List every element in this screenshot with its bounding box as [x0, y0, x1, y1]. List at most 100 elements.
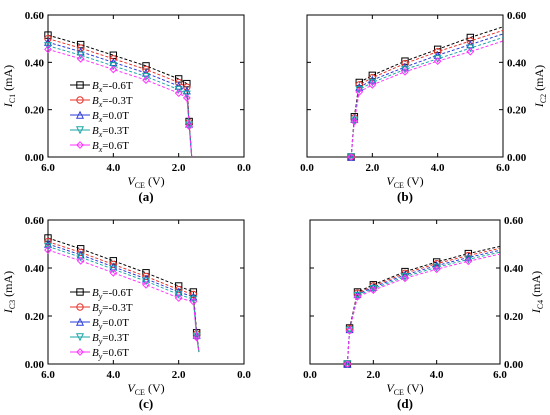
data-point: [189, 295, 198, 304]
series-0: [347, 26, 504, 161]
data-point: [76, 253, 85, 262]
y-tick-label: 0.60: [507, 10, 527, 22]
data-point: [142, 272, 150, 281]
series-line: [47, 45, 193, 158]
series-3: [343, 251, 501, 369]
legend-entry: By=0.3T: [92, 332, 129, 346]
y-axis-label: IC1 (mA): [1, 65, 17, 108]
y-tick-label: 0.00: [25, 359, 45, 371]
y-tick-label: 0.40: [504, 263, 524, 275]
data-point: [369, 286, 378, 294]
data-point: [76, 54, 85, 63]
data-point: [43, 242, 53, 251]
series-line: [47, 249, 200, 353]
legend-swatch-marker: [75, 126, 85, 135]
y-tick-label: 0.00: [504, 359, 524, 371]
data-point: [109, 265, 118, 274]
legend-swatch-marker: [76, 141, 84, 149]
x-axis-label: VCE (V): [386, 381, 423, 397]
data-point: [432, 265, 441, 274]
data-point: [433, 57, 442, 66]
data-point: [345, 326, 354, 335]
legend-swatch-marker: [76, 96, 84, 104]
series-4: [343, 253, 501, 368]
y-tick-label: 0.40: [25, 263, 45, 275]
data-point: [76, 44, 85, 52]
series-line: [350, 29, 504, 158]
data-point: [345, 326, 354, 335]
x-tick-label: 6.0: [493, 369, 507, 381]
data-point: [44, 45, 52, 54]
data-point: [466, 47, 475, 56]
x-tick-label: 6.0: [41, 162, 55, 174]
series-line: [346, 251, 501, 365]
data-point: [43, 42, 53, 51]
legend-entry: By=0.0T: [92, 317, 129, 331]
series-line: [350, 33, 504, 158]
plot-frame: [47, 219, 245, 365]
data-point: [355, 88, 364, 96]
x-tick-label: 2.0: [172, 162, 186, 174]
data-point: [174, 85, 183, 94]
y-tick-label: 0.60: [25, 215, 45, 227]
x-tick-label: 4.0: [106, 162, 120, 174]
y-tick-label: 0.40: [507, 57, 527, 69]
data-point: [343, 360, 352, 368]
data-point: [76, 248, 85, 257]
x-tick-label: 0.0: [300, 162, 314, 174]
series-3: [347, 37, 504, 162]
legend-swatch-marker: [76, 303, 84, 311]
x-tick-label: 6.0: [41, 369, 55, 381]
x-tick-label: 2.0: [172, 369, 186, 381]
legend-entry: Bx=0.0T: [92, 110, 129, 124]
series-4: [44, 246, 201, 353]
x-tick-label: 0.0: [303, 369, 317, 381]
data-point: [142, 280, 150, 289]
data-point: [433, 55, 442, 64]
data-point: [401, 274, 409, 283]
data-point: [466, 44, 475, 53]
legend-swatch-marker: [75, 333, 85, 342]
data-point: [368, 75, 377, 84]
series-4: [44, 45, 194, 158]
panel-label: (c): [139, 396, 153, 411]
data-point: [368, 71, 377, 80]
y-tick-label: 0.20: [25, 311, 45, 323]
data-point: [368, 78, 377, 87]
data-point: [185, 122, 194, 131]
data-point: [44, 34, 52, 43]
data-point: [401, 67, 409, 76]
data-point: [109, 62, 118, 71]
y-tick-label: 0.60: [25, 10, 45, 22]
panel-label: (b): [397, 189, 413, 204]
x-axis-label: VCE (V): [386, 174, 423, 190]
x-tick-label: 2.0: [366, 369, 380, 381]
plot-frame: [309, 219, 501, 365]
series-line: [47, 245, 200, 353]
series-line: [346, 247, 501, 365]
legend-swatch-marker: [76, 348, 84, 356]
x-tick-label: 4.0: [430, 369, 444, 381]
series-line: [47, 48, 193, 158]
data-point: [76, 256, 85, 265]
x-tick-label: 0.0: [237, 162, 251, 174]
plot-frame: [47, 14, 245, 158]
legend-swatch-marker: [75, 317, 85, 326]
series-line: [346, 245, 501, 365]
legend-swatch-marker: [75, 110, 85, 119]
legend-entry: By=-0.6T: [92, 287, 133, 301]
series-0: [343, 245, 501, 368]
data-point: [182, 90, 191, 99]
panel-label: (d): [397, 396, 413, 411]
data-point: [174, 89, 183, 98]
data-point: [350, 117, 359, 126]
x-axis-label: VCE (V): [127, 381, 164, 397]
y-tick-label: 0.20: [504, 311, 524, 323]
y-axis-label: IC2 (mA): [532, 65, 548, 108]
data-point: [353, 292, 362, 301]
series-line: [346, 253, 501, 365]
data-point: [142, 76, 150, 84]
data-point: [466, 37, 475, 45]
data-point: [400, 270, 410, 279]
